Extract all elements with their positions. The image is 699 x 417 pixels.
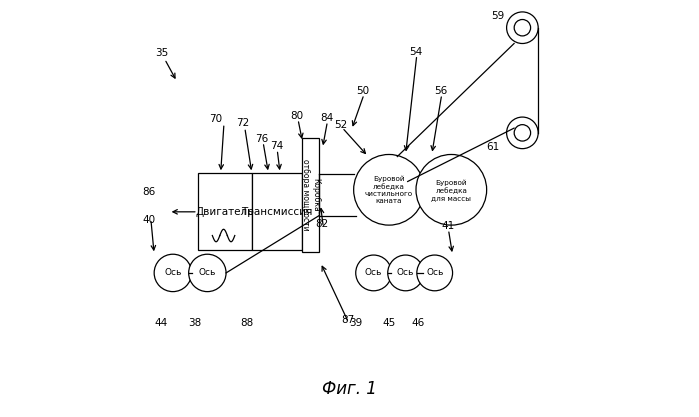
Text: Буровой
лебедка
чистильного
каната: Буровой лебедка чистильного каната [365, 176, 413, 204]
Text: 61: 61 [486, 142, 499, 152]
Circle shape [356, 255, 391, 291]
Circle shape [514, 20, 531, 36]
Text: 35: 35 [155, 48, 168, 58]
Text: 84: 84 [320, 113, 333, 123]
Text: Ось: Ось [199, 269, 216, 277]
Text: Двигатель: Двигатель [196, 206, 254, 217]
Circle shape [514, 125, 531, 141]
Circle shape [189, 254, 226, 291]
Bar [252, 173, 302, 250]
Text: 45: 45 [382, 318, 396, 328]
Text: 74: 74 [270, 141, 283, 151]
Text: Фиг. 1: Фиг. 1 [322, 380, 377, 398]
Text: 86: 86 [143, 187, 156, 197]
Circle shape [507, 117, 538, 148]
Text: 54: 54 [409, 47, 422, 57]
Text: 59: 59 [491, 12, 504, 22]
Text: 44: 44 [154, 318, 168, 328]
Text: 39: 39 [350, 318, 363, 328]
Text: 52: 52 [335, 120, 348, 130]
Text: 41: 41 [442, 221, 455, 231]
Circle shape [154, 254, 192, 291]
Text: 72: 72 [236, 118, 250, 128]
Text: 80: 80 [290, 111, 303, 121]
Text: Ось: Ось [397, 269, 415, 277]
Text: 82: 82 [315, 219, 329, 229]
Text: Буровой
лебедка
для массы: Буровой лебедка для массы [431, 179, 471, 201]
Circle shape [354, 154, 424, 225]
Text: 50: 50 [356, 86, 369, 96]
Text: 38: 38 [188, 318, 201, 328]
Text: Коробка
отбора мощности: Коробка отбора мощности [301, 159, 320, 231]
Circle shape [507, 12, 538, 43]
Circle shape [388, 255, 424, 291]
Bar [302, 138, 319, 252]
Text: 88: 88 [240, 318, 254, 328]
Text: 70: 70 [209, 114, 222, 124]
Bar [198, 173, 252, 250]
Text: 87: 87 [341, 315, 354, 325]
Text: Трансмиссия: Трансмиссия [241, 206, 312, 216]
Circle shape [416, 154, 487, 225]
Text: 46: 46 [412, 318, 425, 328]
Text: 40: 40 [143, 215, 156, 225]
Text: 56: 56 [434, 86, 447, 96]
Text: Ось: Ось [365, 269, 382, 277]
Circle shape [417, 255, 452, 291]
Text: Ось: Ось [164, 269, 182, 277]
Text: Ось: Ось [426, 269, 443, 277]
Text: 76: 76 [255, 134, 268, 144]
